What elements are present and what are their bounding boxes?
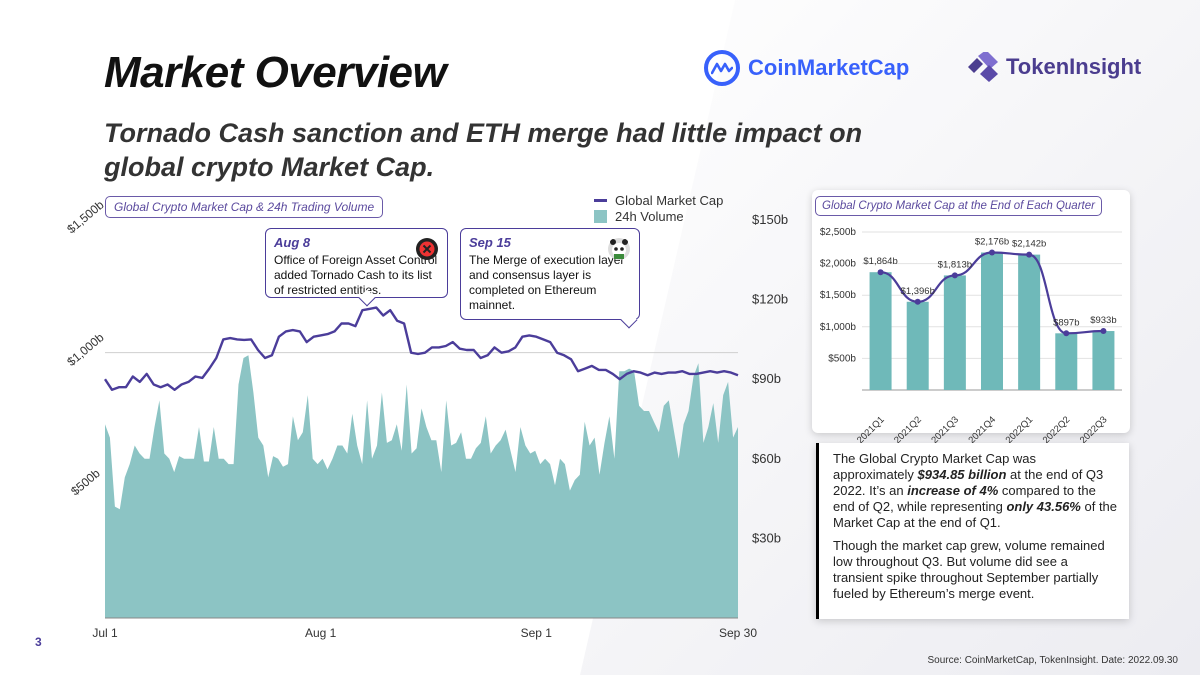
callout-aug8-date: Aug 8 [274, 235, 311, 250]
callout-aug8: Aug 8 Office of Foreign Asset Control ad… [265, 228, 448, 307]
quarter-point-2021Q1 [877, 269, 884, 276]
summary-text: at the end of Q3 2022. It’s an [833, 467, 1104, 498]
y-right-tick-label: $90b [752, 371, 781, 386]
callout-sep15-text: The Merge of execution layer and consens… [469, 253, 625, 312]
marketcap-line [103, 306, 739, 391]
y-right-tick-label: $120b [752, 292, 788, 307]
main-chart-title: Global Crypto Market Cap & 24h Trading V… [105, 196, 384, 218]
page-title: Market Overview [104, 48, 447, 97]
bar-2022Q3 [1092, 331, 1115, 390]
bar-2022Q2 [1055, 333, 1078, 390]
bar-data-label: $897b [1053, 317, 1079, 328]
source-note: Source: CoinMarketCap, TokenInsight. Dat… [927, 655, 1178, 666]
tokeninsight-mark-icon [968, 52, 998, 82]
bar-2022Q1 [1018, 254, 1041, 390]
bar-2021Q1 [869, 272, 892, 390]
x-tick-label: Aug 1 [305, 626, 337, 640]
bar-y-tick-label: $1,500b [820, 290, 857, 301]
coinmarketcap-logo: CoinMarketCap [704, 50, 909, 86]
legend-volume-label: 24h Volume [615, 208, 684, 224]
quarterly-chart-title: Global Crypto Market Cap at the End of E… [815, 196, 1102, 216]
bar-x-tick-label: 2022Q3 [1078, 414, 1110, 446]
quarter-point-2022Q3 [1100, 328, 1107, 335]
main-chart-legend: Global Market Cap 24h Volume [594, 192, 723, 224]
sanction-icon [416, 238, 438, 260]
bar-y-tick-label: $1,000b [820, 322, 857, 333]
summary-highlight-increase: increase of 4% [907, 483, 999, 498]
coinmarketcap-mark-icon [704, 50, 740, 86]
bar-y-tick-label: $500b [828, 353, 856, 364]
callout-sep15-date: Sep 15 [469, 235, 511, 250]
callout-sep15: Sep 15 The Merge of execution layer and … [460, 228, 640, 329]
bar-2021Q4 [981, 252, 1003, 390]
summary-text: of the Market Cap at the end of Q1. [833, 499, 1118, 530]
page-subtitle: Tornado Cash sanction and ETH merge had … [104, 118, 863, 182]
bar-y-tick-label: $2,500b [820, 227, 857, 238]
bar-x-tick-label: 2022Q2 [1041, 414, 1073, 446]
y-right-tick-label: $150b [752, 212, 788, 227]
summary-highlight-share: only 43.56% [1006, 499, 1081, 514]
bar-data-label: $1,813b [938, 259, 972, 270]
quarter-point-2022Q2 [1063, 330, 1070, 337]
summary-highlight-value: $934.85 billion [917, 467, 1007, 482]
coinmarketcap-logo-text: CoinMarketCap [748, 55, 910, 80]
quarterly-chart-panel [812, 190, 1130, 433]
bar-x-tick-label: 2022Q1 [1004, 414, 1036, 446]
panda-icon [608, 238, 630, 260]
bar-data-label: $933b [1090, 315, 1116, 326]
summary-box: The Global Crypto Market Cap was approxi… [816, 443, 1129, 619]
volume-area [105, 355, 738, 618]
y-right-tick-label: $60b [752, 451, 781, 466]
bar-data-label: $1,864b [863, 256, 897, 267]
y-right-tick-label: $30b [752, 530, 781, 545]
bar-x-tick-label: 2021Q1 [855, 414, 887, 446]
bar-2021Q3 [943, 275, 966, 390]
legend-marketcap-label: Global Market Cap [615, 192, 724, 208]
quarter-point-2021Q3 [951, 272, 958, 279]
callout-aug8-text: Office of Foreign Asset Control added To… [274, 253, 438, 297]
summary-paragraph-1: The Global Crypto Market Cap was approxi… [833, 451, 1117, 531]
x-tick-label: Sep 30 [719, 626, 757, 640]
bar-data-label: $2,176b [975, 236, 1009, 247]
summary-text: The Global Crypto Market Cap was approxi… [833, 451, 1037, 482]
bar-x-tick-label: 2021Q4 [966, 414, 998, 446]
bar-x-tick-label: 2021Q2 [892, 414, 924, 446]
bar-2021Q2 [906, 301, 929, 390]
quarter-point-2021Q2 [914, 298, 921, 305]
bar-y-tick-label: $2,000b [820, 259, 857, 270]
quarter-point-2021Q4 [989, 249, 995, 256]
bar-data-label: $1,396b [901, 286, 935, 297]
summary-paragraph-2: Though the market cap grew, volume remai… [833, 538, 1105, 601]
legend-marketcap-swatch [594, 198, 607, 202]
tokeninsight-logo: TokenInsight [966, 52, 1141, 82]
bar-data-label: $2,142b [1012, 239, 1046, 250]
x-tick-label: Jul 1 [92, 626, 118, 640]
quarter-point-2022Q1 [1026, 251, 1033, 258]
x-tick-label: Sep 1 [521, 626, 553, 640]
tokeninsight-logo-text: TokenInsight [1006, 54, 1142, 79]
bar-x-tick-label: 2021Q3 [929, 414, 961, 446]
summary-text: compared to the end of Q2, while represe… [833, 483, 1096, 514]
page-number: 3 [35, 635, 42, 649]
legend-volume-swatch [594, 209, 607, 223]
